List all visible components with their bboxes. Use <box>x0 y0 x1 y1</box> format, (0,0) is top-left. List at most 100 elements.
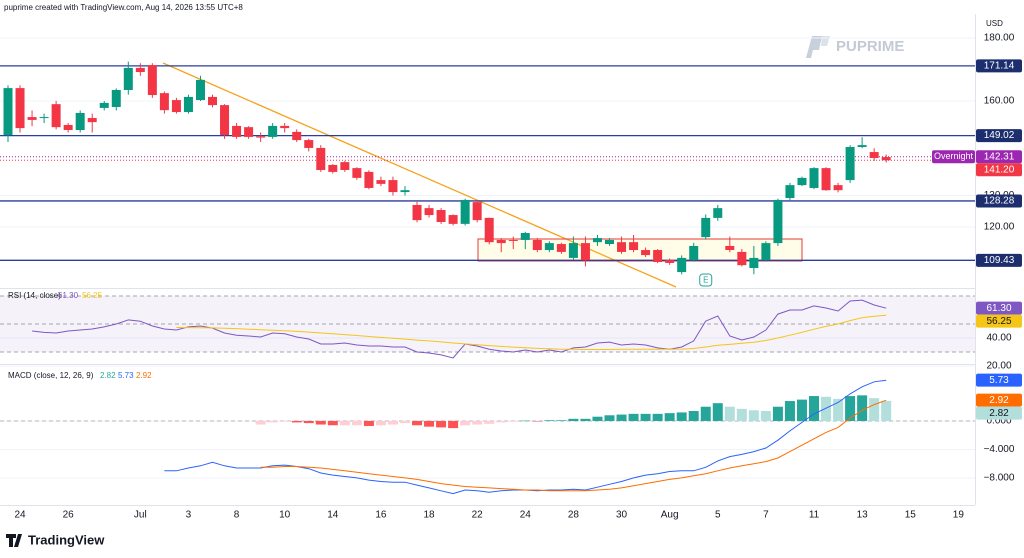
histogram-bar <box>748 410 759 421</box>
candle-body <box>183 96 193 113</box>
candle-body <box>135 67 145 73</box>
histogram-bar <box>688 411 699 421</box>
candle-body <box>256 136 266 138</box>
histogram-bar <box>520 420 531 422</box>
footer-logo: TradingView <box>6 532 105 547</box>
candle-body <box>641 250 651 256</box>
candle-body <box>400 190 410 193</box>
axis-tag-label: 109.43 <box>984 255 1015 266</box>
candle-body <box>592 238 602 243</box>
candle-body <box>580 243 590 261</box>
y-tick-label: 40.00 <box>986 333 1011 344</box>
axis-tag <box>976 150 1022 164</box>
candle-body <box>773 199 783 244</box>
histogram-bar <box>628 413 639 421</box>
candle-body <box>268 125 278 137</box>
candle-body <box>544 243 554 251</box>
candle-body <box>857 145 867 148</box>
watermark-icon <box>806 36 822 58</box>
histogram-bar <box>580 418 591 421</box>
candle-body <box>87 118 97 123</box>
x-tick-label: 24 <box>520 510 532 521</box>
watermark: PUPRIME <box>836 38 904 55</box>
histogram-bar <box>772 406 783 421</box>
candle-body <box>809 168 819 188</box>
candle-body <box>388 180 398 193</box>
candle-body <box>508 239 518 241</box>
candle-body <box>629 242 639 251</box>
histogram-bar <box>556 420 567 421</box>
histogram-bar <box>676 412 687 421</box>
histogram-bar <box>255 420 266 425</box>
x-tick-label: 14 <box>327 510 339 521</box>
histogram-bar <box>387 420 398 425</box>
axis-tag <box>976 314 1022 328</box>
histogram-bar <box>736 408 747 421</box>
histogram-bar <box>664 413 675 421</box>
watermark-icon <box>821 36 830 46</box>
candle-body <box>677 257 687 273</box>
x-tick-label: 18 <box>423 510 435 521</box>
axis-tag-label: 149.02 <box>984 130 1015 141</box>
candle-body <box>51 104 61 128</box>
legend-value: 61.30 <box>58 291 79 300</box>
histogram-bar <box>375 420 386 426</box>
x-tick-label: 3 <box>186 510 192 521</box>
candle-body <box>304 140 314 148</box>
candle-body <box>424 208 434 216</box>
candle-body <box>364 171 374 188</box>
candle-body <box>376 180 386 184</box>
x-tick-label: 8 <box>234 510 240 521</box>
candle-body <box>147 65 157 96</box>
indicator-title: MACD (close, 12, 26, 9) <box>8 371 94 380</box>
axis-tag-label: 2.92 <box>989 395 1009 406</box>
indicator-title: RSI (14, close) <box>8 291 61 300</box>
histogram-bar <box>592 416 603 421</box>
candle-body <box>689 245 699 261</box>
axis-tag <box>976 393 1022 407</box>
x-tick-label: 11 <box>809 510 820 521</box>
trend-line <box>162 62 677 288</box>
histogram-bar <box>303 420 314 424</box>
candle-body <box>737 251 747 266</box>
histogram-bar <box>700 406 711 421</box>
candle-body <box>171 100 181 113</box>
histogram-bar <box>881 400 892 421</box>
rsi-line <box>176 314 887 350</box>
footer: TradingView <box>28 532 105 547</box>
histogram-bar <box>532 420 543 422</box>
candle-body <box>532 239 542 251</box>
histogram-bar <box>784 401 795 421</box>
candle-body <box>845 147 855 181</box>
candle-body <box>617 242 627 252</box>
watermark-logo: PUPRIME <box>806 36 904 58</box>
histogram-bar <box>496 420 507 423</box>
candle-body <box>220 105 230 136</box>
candle-body <box>244 127 254 137</box>
axis-tag-label: 142.31 <box>984 151 1015 162</box>
histogram-bar <box>796 399 807 421</box>
legend-value: 2.92 <box>136 371 152 380</box>
earnings-marker: E <box>703 276 708 285</box>
axis-tag <box>976 301 1022 315</box>
candle-body <box>460 199 470 224</box>
candle-body <box>232 125 242 137</box>
candle-body <box>39 117 49 119</box>
x-tick-label: 22 <box>472 510 484 521</box>
x-tick-label: 28 <box>568 510 580 521</box>
x-tick-label: 19 <box>953 510 965 521</box>
candle-body <box>412 204 422 221</box>
y-tick-label: 160.00 <box>984 96 1015 107</box>
candle-body <box>340 162 350 171</box>
earnings-badge <box>699 273 713 287</box>
candle-body <box>701 217 711 238</box>
candle-body <box>749 257 759 268</box>
candle-body <box>436 210 446 222</box>
axis-tag-label: 56.25 <box>986 316 1011 327</box>
y-tick-label: 0.000 <box>986 416 1011 427</box>
candle-body <box>99 102 109 108</box>
histogram-bar <box>568 418 579 421</box>
y-tick-label: −4.000 <box>984 444 1015 455</box>
axis-tag <box>976 129 1022 143</box>
